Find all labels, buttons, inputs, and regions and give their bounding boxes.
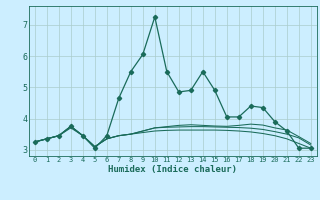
X-axis label: Humidex (Indice chaleur): Humidex (Indice chaleur) (108, 165, 237, 174)
